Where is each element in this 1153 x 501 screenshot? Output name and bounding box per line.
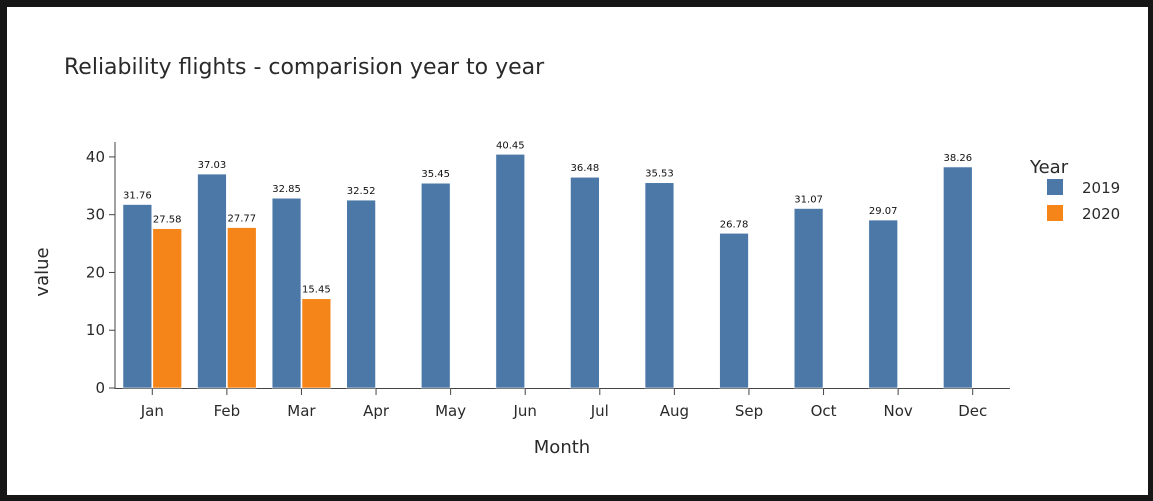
data-label: 26.78 <box>720 219 749 230</box>
y-tick-label: 0 <box>95 379 105 397</box>
legend[interactable]: Year 2019 2020 <box>1029 157 1120 223</box>
legend-label: 2019 <box>1082 179 1120 197</box>
data-label: 27.58 <box>153 215 182 226</box>
x-tick-label: Jan <box>140 402 164 420</box>
legend-swatch <box>1047 205 1063 221</box>
bar-2019-feb[interactable] <box>197 173 227 389</box>
bar-2020-feb[interactable] <box>227 227 257 389</box>
bar-2019-oct[interactable] <box>793 208 824 389</box>
data-label: 27.77 <box>227 214 256 225</box>
x-tick-label: Oct <box>811 402 837 420</box>
bar-2019-mar[interactable] <box>271 197 302 389</box>
chart-frame: Reliability flights - comparision year t… <box>7 7 1148 495</box>
data-label: 32.52 <box>347 186 376 197</box>
x-tick-label: Nov <box>883 402 912 420</box>
x-tick-label: Dec <box>958 402 987 420</box>
data-label: 37.03 <box>198 160 227 171</box>
x-tick-label: Jun <box>512 402 536 420</box>
x-tick-label: Mar <box>287 402 316 420</box>
x-tick-label: Feb <box>214 402 241 420</box>
x-tick-label: Apr <box>363 402 390 420</box>
bar-2019-dec[interactable] <box>943 166 973 389</box>
data-label: 36.48 <box>571 163 600 174</box>
x-axis-title: Month <box>534 437 590 458</box>
legend-title: Year <box>1029 157 1069 178</box>
y-tick-label: 10 <box>86 321 105 339</box>
x-tick-label: Aug <box>660 402 689 420</box>
data-label: 32.85 <box>272 184 301 195</box>
bar-2019-jan[interactable] <box>122 204 153 389</box>
data-label: 31.76 <box>123 191 152 202</box>
y-tick-label: 40 <box>86 148 105 166</box>
bar-chart: Reliability flights - comparision year t… <box>32 55 1120 458</box>
y-tick-label: 20 <box>86 263 105 281</box>
data-label: 31.07 <box>794 194 823 205</box>
bar-2019-sep[interactable] <box>719 232 749 389</box>
bar-2019-jul[interactable] <box>570 176 600 389</box>
data-label: 35.45 <box>421 169 450 180</box>
data-label: 38.26 <box>943 153 972 164</box>
bar-2020-jan[interactable] <box>152 228 182 389</box>
legend-swatch <box>1047 179 1063 195</box>
chart-title: Reliability flights - comparision year t… <box>64 55 545 80</box>
y-axis-title: value <box>32 247 53 296</box>
x-tick-label: Jul <box>590 402 609 420</box>
data-label: 35.53 <box>645 169 674 180</box>
bar-2020-mar[interactable] <box>301 298 332 389</box>
bar-2019-may[interactable] <box>420 182 451 389</box>
x-tick-label: Sep <box>735 402 763 420</box>
plot-area: 0 10 20 30 40 Jan 31.76 27.58 Feb 37.03 27.77 Mar 32… <box>86 140 1010 420</box>
bar-2019-apr[interactable] <box>346 199 376 389</box>
x-tick-label: May <box>435 402 466 420</box>
bar-2019-nov[interactable] <box>868 219 898 389</box>
legend-item-2019[interactable]: 2019 <box>1047 179 1120 197</box>
legend-label: 2020 <box>1082 205 1120 223</box>
y-tick-label: 30 <box>86 206 105 224</box>
data-label: 15.45 <box>302 285 331 296</box>
data-label: 29.07 <box>869 206 898 217</box>
legend-item-2020[interactable]: 2020 <box>1047 205 1120 223</box>
data-label: 40.45 <box>496 140 525 151</box>
bar-2019-jun[interactable] <box>495 154 526 389</box>
bar-2019-aug[interactable] <box>644 182 675 389</box>
